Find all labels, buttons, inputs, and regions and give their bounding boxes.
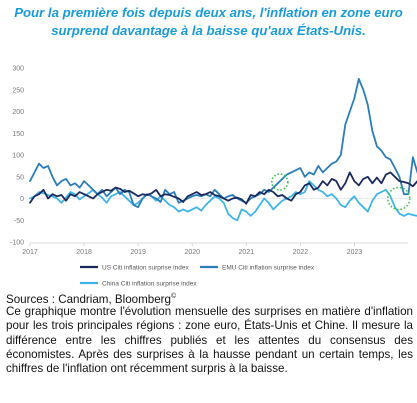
y-tick-label: -100	[10, 240, 24, 247]
y-tick-label: 0	[20, 196, 24, 203]
sources-text: Sources : Candriam, Bloomberg	[6, 292, 171, 306]
x-tick-label: 2021	[239, 249, 255, 256]
series-line-china	[29, 180, 417, 222]
y-axis: 300 250 200 150 100 50 0 -50 -100	[10, 66, 408, 247]
chart-legend: US Citi inflation surprise index EMU Citi…	[80, 264, 315, 287]
highlight-circle-2021	[271, 173, 289, 191]
x-tick-label: 2018	[76, 249, 92, 256]
copyright-mark: ©	[170, 293, 177, 300]
legend-label: EMU Citi inflation surprise index	[222, 264, 315, 271]
chart-title: Pour la première fois depuis deux ans, l…	[14, 5, 403, 38]
y-tick-label: 150	[12, 131, 24, 138]
highlight-markers	[271, 173, 411, 211]
x-axis: 2017 2018 2019 2020 2021 2022 2023	[22, 242, 408, 256]
y-tick-label: 300	[12, 66, 24, 73]
x-tick-label: 2020	[184, 249, 200, 256]
sources-line: Sources : Candriam, Bloomberg©	[6, 290, 413, 307]
x-tick-label: 2022	[293, 249, 309, 256]
legend-label: US Citi inflation surprise index	[102, 264, 189, 271]
series-lines	[29, 77, 417, 222]
y-tick-label: 250	[12, 87, 24, 94]
y-tick-label: -50	[14, 218, 24, 225]
y-tick-label: 200	[12, 109, 24, 116]
x-tick-label: 2019	[130, 249, 146, 256]
x-tick-label: 2023	[347, 249, 363, 256]
series-line-us	[29, 171, 417, 205]
y-tick-label: 100	[12, 153, 24, 160]
y-tick-label: 50	[16, 174, 24, 181]
x-tick-label: 2017	[22, 249, 38, 256]
highlight-circle-2023	[387, 186, 411, 211]
chart-description: Ce graphique montre l'évolution mensuell…	[6, 305, 413, 376]
legend-label: China Citi inflation surprise index	[102, 280, 197, 287]
series-line-emu	[29, 77, 417, 209]
